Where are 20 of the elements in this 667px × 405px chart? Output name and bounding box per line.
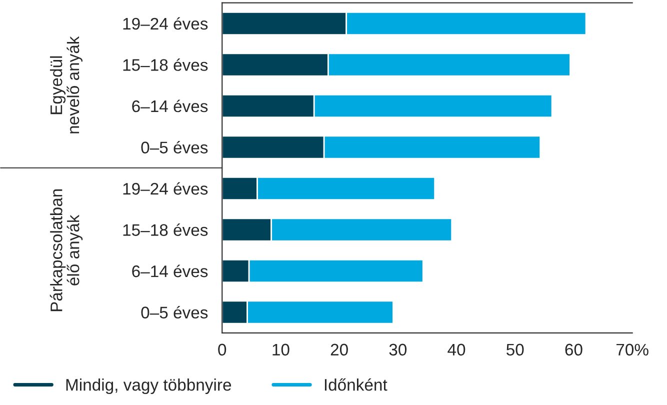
y-tick-label: 15–18 éves — [123, 58, 208, 71]
legend-label: Időnként — [324, 378, 388, 391]
y-tick-label: 0–5 éves — [141, 306, 208, 318]
x-tick-label: 10 — [272, 344, 290, 356]
x-tick-label: 30 — [389, 344, 407, 356]
x-tick-label: 20 — [330, 344, 348, 356]
x-tick-label: 60 — [565, 344, 582, 356]
y-tick-label: 0–5 éves — [141, 141, 208, 154]
y-tick-label: 6–14 éves — [132, 264, 208, 278]
x-tick-label: 50 — [506, 344, 524, 356]
y-tick-label: 19–24 éves — [123, 17, 208, 30]
y-tick-label: 19–24 éves — [123, 182, 208, 195]
y-tick-label: 15–18 éves — [123, 224, 208, 236]
x-tick-label: 70% — [616, 344, 648, 356]
x-tick-label: 40 — [448, 344, 466, 356]
x-tick-label: 0 — [218, 344, 226, 356]
y-tick-label: 6–14 éves — [132, 100, 208, 112]
text: Párkapcsolatban élő anyák — [50, 189, 83, 312]
legend-label: Mindig, vagy többnyire — [66, 378, 232, 394]
text: Egyedül nevelő anyák — [50, 36, 82, 134]
